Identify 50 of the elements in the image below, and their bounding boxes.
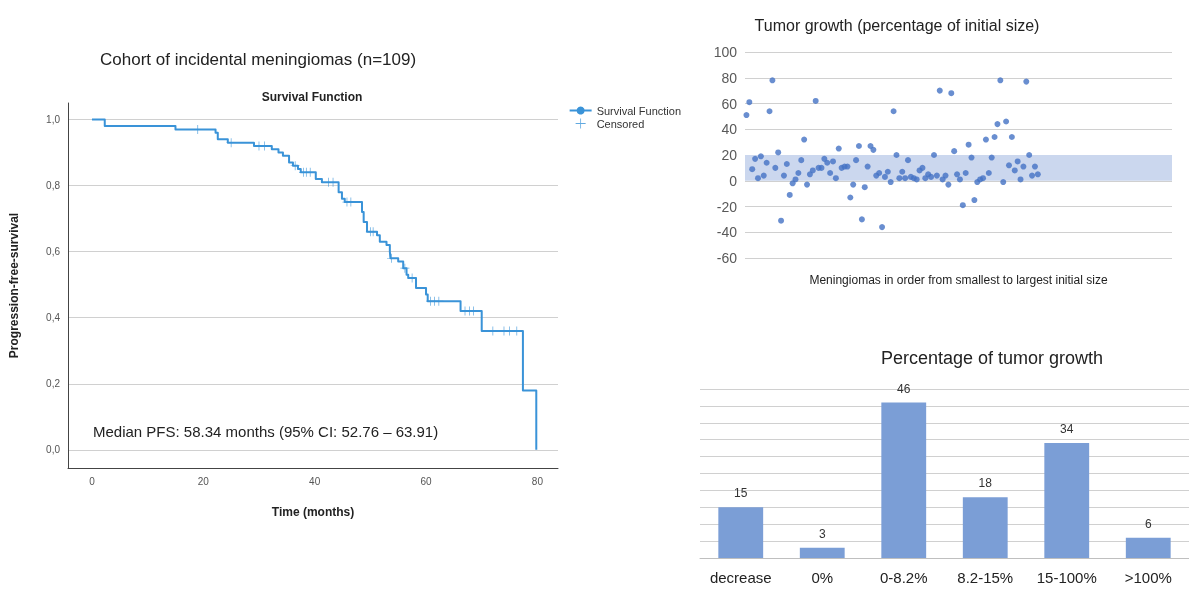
y-tick-label: 20 <box>721 147 738 163</box>
y-tick-label: 0,4 <box>46 312 61 324</box>
y-tick-label: 60 <box>721 95 738 112</box>
y-tick-label: 100 <box>713 44 738 60</box>
legend-label: Censored <box>596 117 645 130</box>
point <box>434 296 444 306</box>
data-label: 18 <box>978 476 993 491</box>
x-tick-label: 80 <box>531 475 544 487</box>
y-tick-label: 0,0 <box>46 444 61 456</box>
x-axis-title: Time (months) <box>271 505 355 519</box>
bar <box>962 497 1008 558</box>
y-tick-label: 1,0 <box>46 114 61 126</box>
x-tick-label: decrease <box>709 569 772 586</box>
bar <box>881 402 927 558</box>
x-tick-label: 15-100% <box>1036 569 1097 586</box>
y-tick-label: 0 <box>729 172 738 189</box>
data-label: 34 <box>1060 422 1074 437</box>
data-label: 3 <box>818 526 826 541</box>
y-tick-label: -20 <box>716 198 738 215</box>
x-tick-label: 60 <box>420 475 433 487</box>
y-tick-label: -40 <box>716 224 738 241</box>
bar <box>1125 537 1171 558</box>
bar <box>799 547 845 558</box>
x-tick-label: 40 <box>309 475 321 487</box>
bar <box>718 507 764 558</box>
x-tick-label: 0 <box>89 475 96 487</box>
chart-title: Percentage of tumor growth <box>880 348 1104 368</box>
chart-title: Tumor growth (percentage of initial size) <box>754 16 1040 34</box>
x-tick-label: >100% <box>1124 569 1172 586</box>
data-label: 6 <box>1144 516 1152 531</box>
y-tick-label: 40 <box>721 121 738 138</box>
point <box>290 161 300 171</box>
x-tick-label: 20 <box>197 475 210 487</box>
x-tick-label: 0-8.2% <box>879 569 928 586</box>
chart-title: Cohort of incidental meningiomas (n=109) <box>100 50 417 69</box>
data-label: 46 <box>897 381 911 396</box>
y-tick-label: 0,6 <box>46 246 61 258</box>
y-tick-label: -60 <box>716 250 738 266</box>
y-tick-label: 0,2 <box>46 378 61 390</box>
x-tick-label: 8.2-15% <box>957 569 1014 586</box>
y-axis-title: Progression-free-survival <box>7 212 21 359</box>
y-tick-label: 0,8 <box>46 180 61 192</box>
legend-label: Survival Function <box>596 104 682 117</box>
x-tick-label: 0% <box>811 569 834 586</box>
data-label: 15 <box>734 486 748 501</box>
y-tick-label: 80 <box>721 69 738 86</box>
annotation: Median PFS: 58.34 months (95% CI: 52.76 – 63.91) <box>93 423 439 440</box>
bar <box>1044 443 1090 558</box>
x-axis-title: Meningiomas in order from smallest to largest initial size <box>809 273 1108 287</box>
chart-subtitle: Survival Function <box>261 90 363 104</box>
